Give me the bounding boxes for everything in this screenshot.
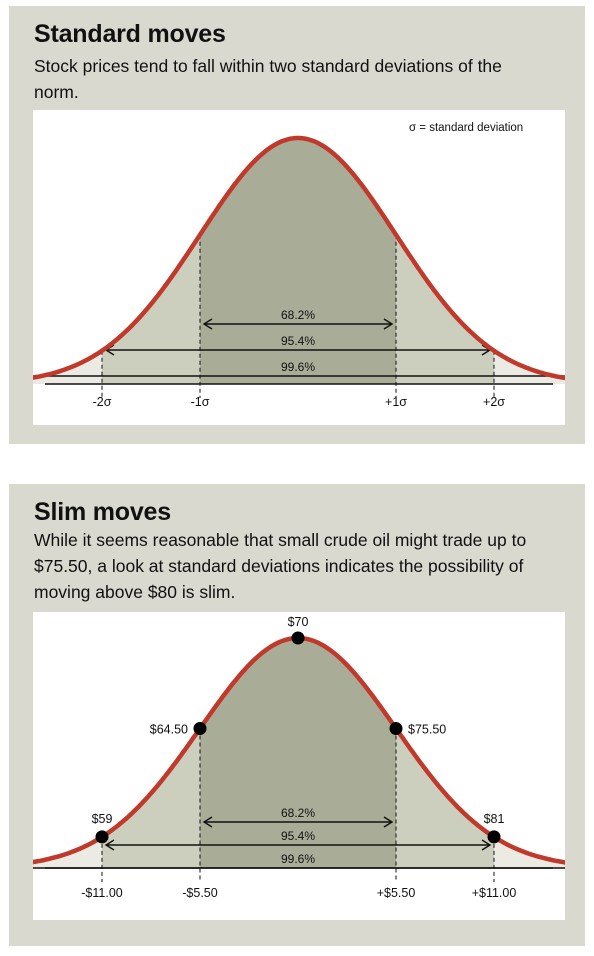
price-marker-label: $70 (288, 615, 309, 629)
arrow-right-icon (481, 839, 492, 851)
x-tick-label: -2σ (93, 395, 112, 409)
x-tick-label: +1σ (385, 395, 407, 409)
panel-subtitle: While it seems reasonable that small cru… (34, 530, 527, 602)
slim-moves-panel: Slim moves While it seems reasonable tha… (9, 484, 585, 946)
price-marker-dot (291, 631, 305, 645)
price-marker-label: $64.50 (150, 722, 188, 736)
x-tick-label: -$11.00 (81, 886, 123, 900)
standard-moves-panel: Standard moves Stock prices tend to fall… (9, 6, 585, 444)
x-tick-label: +$11.00 (472, 886, 517, 900)
one-sigma-band-fill (200, 638, 396, 868)
arrow-right-icon (383, 318, 394, 330)
price-marker-dot (389, 721, 403, 735)
arrow-left-icon (104, 839, 115, 851)
panel-title: Standard moves (34, 20, 226, 48)
price-marker-label: $59 (92, 812, 113, 826)
range-percent-label: 99.6% (281, 360, 315, 374)
x-tick-label: -1σ (191, 395, 210, 409)
x-tick-label: +$5.50 (377, 886, 416, 900)
range-percent-label: 95.4% (281, 829, 315, 843)
range-percent-label: 99.6% (281, 852, 315, 866)
arrow-right-icon (383, 816, 394, 828)
price-marker-dot (95, 830, 109, 844)
range-percent-label: 68.2% (281, 308, 315, 322)
x-tick-label: +2σ (483, 395, 505, 409)
arrow-left-icon (202, 816, 213, 828)
price-marker-dot (193, 721, 207, 735)
sigma-legend-note: σ = standard deviation (409, 122, 523, 134)
range-percent-label: 68.2% (281, 806, 315, 820)
arrow-left-icon (202, 318, 213, 330)
slim-moves-chart: 68.2%95.4%99.6%-$16.50-$11.00-$5.50+$5.5… (33, 612, 565, 920)
price-marker-label: $75.50 (408, 722, 446, 736)
one-sigma-band-fill (200, 138, 396, 384)
price-marker-dot (487, 830, 501, 844)
bell-curve-svg: 68.2%95.4%99.6%-3σ-2σ-1σ+1σ+2σ+3σσ = sta… (33, 122, 565, 409)
range-percent-label: 95.4% (281, 334, 315, 348)
x-tick-label: -$5.50 (182, 886, 217, 900)
panel-title: Slim moves (34, 498, 171, 526)
panel-subtitle: Stock prices tend to fall within two sta… (34, 56, 502, 102)
bell-curve-line (33, 135, 565, 381)
price-marker-label: $81 (484, 812, 505, 826)
bell-curve-svg: 68.2%95.4%99.6%-$16.50-$11.00-$5.50+$5.5… (33, 615, 565, 900)
standard-moves-chart: 68.2%95.4%99.6%-3σ-2σ-1σ+1σ+2σ+3σσ = sta… (33, 110, 565, 425)
